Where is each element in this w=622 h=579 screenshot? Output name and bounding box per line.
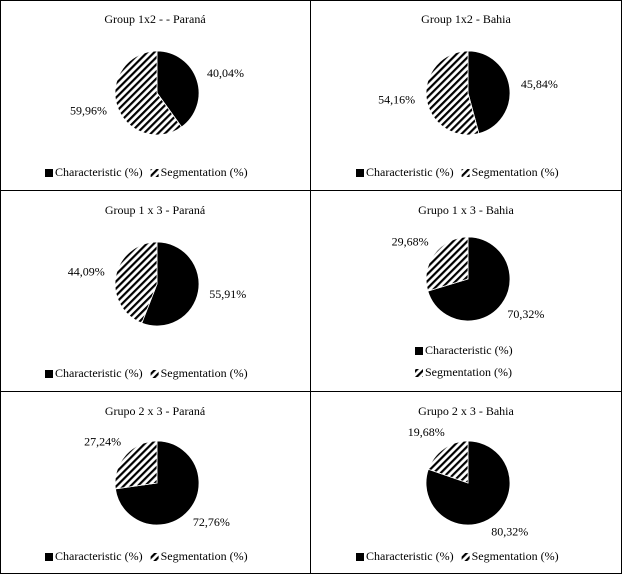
legend-label: Characteristic (%): [366, 549, 454, 563]
pie-slice: [114, 50, 183, 136]
legend-swatch: [150, 553, 159, 561]
legend-label: Segmentation (%): [472, 549, 559, 563]
legend-label: Segmentation (%): [161, 366, 248, 380]
pie-slice: [156, 50, 200, 128]
data-label: 45,84%: [521, 77, 558, 91]
chart-title: Grupo 2 x 3 - Paraná: [105, 404, 206, 418]
legend-swatch: [150, 169, 159, 177]
chart-title: Grupo 1 x 3 - Bahia: [418, 203, 514, 217]
legend-label: Segmentation (%): [472, 165, 559, 179]
legend-swatch: [45, 553, 53, 561]
legend-label: Characteristic (%): [425, 343, 513, 357]
pie-slice: [427, 236, 511, 322]
legend-label: Characteristic (%): [55, 165, 143, 179]
data-label: 59,96%: [70, 104, 107, 118]
legend-label: Segmentation (%): [161, 165, 248, 179]
data-label: 40,04%: [207, 66, 244, 80]
pie-slice: [427, 440, 469, 484]
legend-swatch: [356, 553, 364, 561]
legend-label: Characteristic (%): [55, 549, 143, 563]
data-label: 72,76%: [193, 515, 230, 529]
legend-swatch: [45, 169, 53, 177]
legend-swatch: [415, 369, 423, 377]
data-label: 80,32%: [491, 525, 528, 539]
chart-title: Grupo 2 x 3 - Bahia: [418, 404, 514, 418]
legend-swatch: [461, 553, 470, 561]
pie-slice: [114, 241, 158, 324]
legend-swatch: [356, 169, 364, 177]
pie-slice: [141, 241, 200, 327]
legend-swatch: [415, 347, 423, 355]
pie-slice: [467, 50, 511, 135]
data-label: 70,32%: [507, 307, 544, 321]
pie-slice: [425, 236, 469, 292]
data-label: 27,24%: [84, 435, 121, 449]
data-label: 44,09%: [68, 264, 105, 278]
data-label: 19,68%: [408, 425, 445, 439]
pie-slice: [114, 440, 158, 490]
data-label: 55,91%: [209, 287, 246, 301]
chart-title: Group 1x2 - - Paraná: [104, 12, 206, 26]
legend-swatch: [45, 370, 53, 378]
legend-swatch: [461, 169, 470, 177]
legend-label: Segmentation (%): [161, 549, 248, 563]
data-label: 29,68%: [392, 234, 429, 248]
legend-swatch: [150, 370, 159, 378]
chart-title: Group 1 x 3 - Paraná: [105, 203, 206, 217]
legend-label: Segmentation (%): [425, 365, 512, 379]
legend-label: Characteristic (%): [366, 165, 454, 179]
chart-title: Group 1x2 - Bahia: [421, 12, 511, 26]
pie-slice: [425, 50, 480, 136]
data-label: 54,16%: [378, 93, 415, 107]
legend-label: Characteristic (%): [55, 366, 143, 380]
